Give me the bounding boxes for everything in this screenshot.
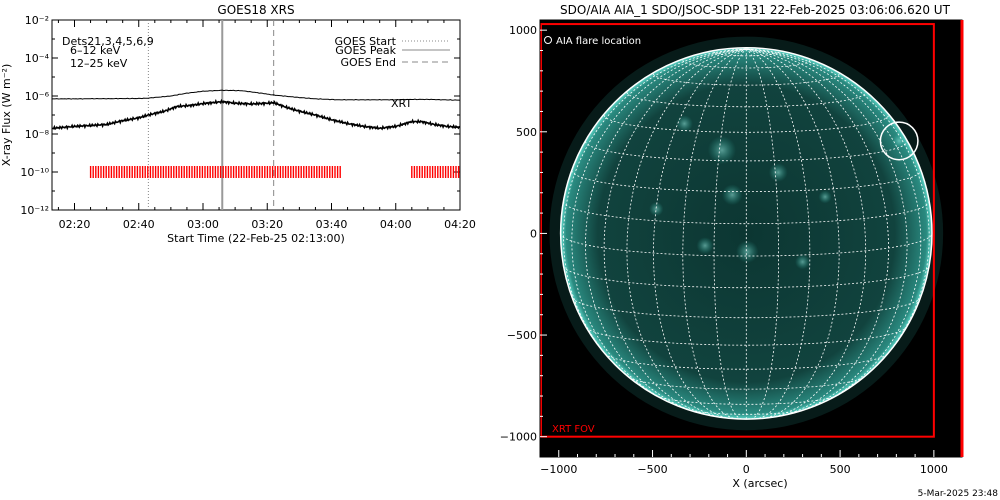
aia-y-tick-label: 0 (530, 227, 537, 240)
goes-y-axis: 10⁻¹² 10⁻¹⁰ 10⁻⁸ 10⁻⁶ 10⁻⁴ 10⁻² (20, 14, 460, 217)
goes-y-tick-label: 10⁻⁶ (25, 90, 50, 103)
goes-y-tick-label: 10⁻¹² (20, 204, 49, 217)
grid-latitude-line (603, 114, 889, 133)
detectors-label: Dets21,3,4,5,6,9 (62, 35, 154, 48)
grid-latitude-line (604, 353, 889, 370)
active-region-glow (735, 240, 759, 263)
grid-longitude-line (746, 48, 811, 420)
grid-longitude-line (746, 48, 908, 416)
xrt-label: XRT (391, 97, 412, 110)
grid-longitude-line (653, 48, 747, 419)
aia-x-tick-label: 0 (743, 463, 750, 476)
goes-x-axis-label: Start Time (22-Feb-25 02:13:00) (167, 232, 345, 245)
goes-y-tick-label: 10⁻⁴ (25, 52, 50, 65)
grid-longitude-line (603, 48, 747, 418)
goes-y-axis-label: X-ray Flux (W m⁻²) (0, 64, 13, 166)
energy-label-high: 12–25 keV (70, 57, 128, 70)
flare-legend-icon (544, 36, 552, 44)
grid-longitude-line (563, 48, 747, 386)
heliographic-grid (560, 48, 933, 420)
goes-title: GOES18 XRS (217, 3, 294, 17)
aia-x-axis: −1000 −500 0 500 1000 (540, 450, 948, 476)
sun-limb (559, 46, 933, 420)
flare-location-circle (879, 121, 919, 161)
active-region-glow (891, 133, 907, 149)
goes-y-tick-label: 10⁻⁸ (25, 128, 50, 141)
active-region-glow (675, 115, 693, 133)
goes-x-tick-label: 03:00 (187, 218, 219, 231)
grid-longitude-line (746, 48, 922, 410)
aia-title: SDO/AIA AIA_1 SDO/JSOC-SDP 131 22-Feb-20… (560, 3, 951, 17)
aia-y-tick-label: 1000 (509, 24, 537, 37)
grid-latitude-line (626, 92, 867, 108)
active-region-glow (768, 163, 788, 182)
xrt-coverage-bars (89, 166, 460, 178)
aia-y-tick-label: −500 (507, 329, 537, 342)
aia-x-tick-label: 500 (830, 463, 851, 476)
legend-peak-label: GOES Peak (335, 44, 396, 57)
grid-longitude-line (746, 48, 840, 419)
flare-legend-label: AIA flare location (556, 36, 641, 47)
goes-x-tick-label: 04:20 (444, 218, 476, 231)
goes-x-axis: 02:20 02:40 03:00 03:20 03:40 04:00 04:20 (57, 20, 476, 231)
aia-y-tick-label: −1000 (500, 431, 537, 444)
grid-latitude-line (563, 266, 930, 289)
active-region-glow (696, 237, 714, 255)
active-region-glow (721, 184, 743, 206)
aia-x-axis-label: X (arcsec) (732, 477, 787, 490)
series-short-line (51, 98, 461, 131)
goes-x-tick-label: 02:20 (59, 218, 91, 231)
goes-x-tick-label: 03:20 (251, 218, 283, 231)
goes-y-tick-label: 10⁻¹⁰ (20, 166, 49, 179)
series-long-line (52, 89, 461, 101)
grid-longitude-line (626, 48, 747, 419)
goes-x-tick-label: 02:40 (123, 218, 155, 231)
sun-active-regions (649, 115, 907, 270)
goes-x-tick-label: 03:40 (316, 218, 348, 231)
grid-longitude-line (746, 48, 890, 418)
grid-latitude-line (682, 60, 811, 69)
grid-latitude-line (713, 51, 779, 57)
grid-latitude-line (563, 201, 930, 225)
grid-longitude-line (746, 48, 780, 420)
goes-y-tick-label: 10⁻² (25, 14, 49, 27)
xrt-fov-label: XRT FOV (552, 424, 595, 435)
grid-longitude-line (585, 48, 747, 416)
aia-x-tick-label: −1000 (540, 463, 577, 476)
active-region-glow (818, 190, 832, 204)
energy-label-low: 6–12 keV (70, 44, 121, 57)
aia-image-plot: SDO/AIA AIA_1 SDO/JSOC-SDP 131 22-Feb-20… (500, 3, 964, 490)
active-region-glow (707, 136, 736, 165)
grid-latitude-line (586, 327, 907, 346)
grid-longitude-line (571, 48, 747, 410)
aia-x-tick-label: −500 (637, 463, 667, 476)
aia-x-tick-label: 1000 (920, 463, 948, 476)
goes-xrs-plot: GOES18 XRS 10⁻¹² 10⁻¹⁰ 10⁻⁸ 10⁻⁶ 10⁻⁴ 10⁻² 02… (0, 3, 476, 245)
xrt-fov-box (540, 23, 935, 438)
active-region-glow (649, 201, 664, 217)
grid-latitude-line (585, 141, 908, 162)
aia-y-axis: −1000 −500 0 500 1000 (500, 24, 547, 444)
legend-end-label: GOES End (340, 56, 396, 69)
active-region-glow (795, 254, 811, 270)
grid-longitude-line (746, 48, 867, 419)
grid-longitude-line (682, 48, 747, 420)
aia-y-tick-label: 500 (516, 126, 537, 139)
goes-x-tick-label: 04:00 (380, 218, 412, 231)
legend-start-label: GOES Start (335, 35, 397, 48)
grid-latitude-line (560, 233, 933, 257)
grid-longitude-line (713, 48, 747, 420)
footer-date: 5-Mar-2025 23:48 (918, 489, 999, 499)
